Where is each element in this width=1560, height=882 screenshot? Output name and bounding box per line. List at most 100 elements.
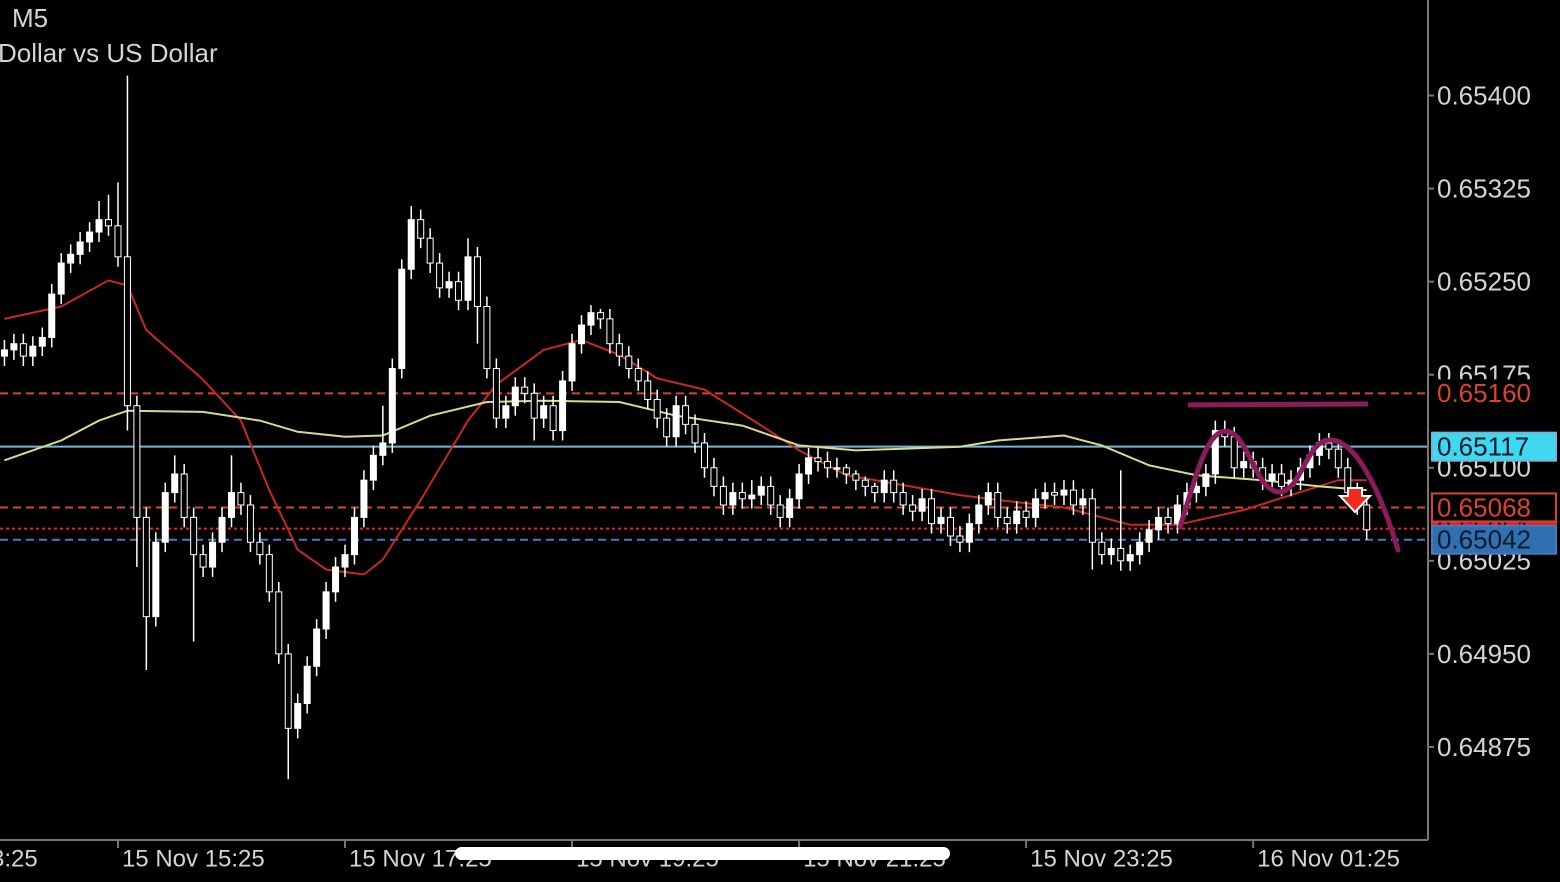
- candle-body: [719, 485, 727, 506]
- candle-body: [1363, 504, 1371, 531]
- candle-body: [937, 516, 945, 525]
- candle-body: [1164, 516, 1172, 525]
- candle-body: [644, 380, 652, 401]
- candle-body: [700, 442, 708, 469]
- candle-body: [190, 516, 198, 556]
- candle-body: [738, 492, 746, 500]
- candle-body: [57, 262, 65, 295]
- candle-body: [10, 343, 18, 351]
- candle-body: [833, 467, 841, 470]
- candle-body: [559, 380, 567, 432]
- price-label: 0.65042: [1437, 525, 1531, 555]
- candle-body: [332, 566, 340, 593]
- candle-body: [38, 336, 46, 347]
- y-tick-label: 0.65325: [1437, 173, 1531, 203]
- candle-body: [1325, 442, 1333, 450]
- candle-body: [284, 653, 292, 729]
- candle-body: [152, 541, 160, 618]
- y-tick-label: 0.64950: [1437, 639, 1531, 669]
- candle-body: [975, 504, 983, 525]
- chart-title: M5: [12, 3, 48, 33]
- candle-body: [691, 423, 699, 444]
- candle-body: [95, 219, 103, 233]
- candle-body: [1240, 461, 1248, 469]
- candle-body: [1041, 492, 1049, 500]
- candle-body: [407, 219, 415, 270]
- candle-body: [1069, 489, 1077, 506]
- candle-body: [852, 473, 860, 481]
- candle-body: [1334, 448, 1342, 469]
- candle-body: [634, 368, 642, 382]
- candle-body: [928, 498, 936, 525]
- candle-body: [918, 498, 926, 512]
- candle-body: [606, 318, 614, 345]
- candle-body: [672, 405, 680, 438]
- candle-body: [473, 256, 481, 307]
- candle-body: [596, 312, 604, 320]
- candle-body: [1278, 473, 1286, 487]
- x-tick-label: 15 Nov 15:25: [122, 845, 265, 872]
- candle-body: [171, 473, 179, 494]
- candle-body: [1079, 498, 1087, 506]
- candle-body: [256, 541, 264, 556]
- sell-arrow: [1337, 487, 1373, 514]
- candle-body: [265, 554, 273, 593]
- candle-body: [540, 405, 548, 419]
- candle-body: [86, 231, 94, 243]
- candle-body: [417, 219, 425, 239]
- candle-body: [748, 494, 756, 500]
- candle-body: [114, 225, 122, 258]
- candle-body: [663, 417, 671, 438]
- candle-body: [237, 492, 245, 506]
- candle-body: [322, 591, 330, 630]
- candle-body: [1098, 541, 1106, 556]
- price-label: 0.65160: [1437, 378, 1531, 408]
- candle-body: [29, 345, 37, 357]
- candle-body: [445, 281, 453, 289]
- candle-body: [398, 268, 406, 370]
- home-indicator: [455, 847, 950, 860]
- candle-body: [1060, 489, 1068, 496]
- candle-body: [464, 256, 472, 301]
- candle-body: [1051, 492, 1059, 496]
- candle-body: [1003, 516, 1011, 525]
- candle-body: [105, 219, 113, 227]
- candle-body: [1173, 504, 1181, 525]
- candle-body: [1107, 547, 1115, 556]
- candle-body: [710, 467, 718, 487]
- candle-body: [294, 703, 302, 729]
- candle-body: [218, 516, 226, 543]
- candle-body: [1013, 510, 1021, 525]
- candle-body: [388, 368, 396, 444]
- candle-body: [1268, 473, 1276, 481]
- candle-body: [227, 492, 235, 518]
- candle-body: [511, 386, 519, 407]
- y-tick-label: 0.65400: [1437, 80, 1531, 110]
- candle-body: [776, 504, 784, 518]
- candle-body: [1211, 430, 1219, 475]
- candle-body: [246, 504, 254, 543]
- candle-body: [1032, 498, 1040, 518]
- candle-body: [682, 405, 690, 425]
- candle-body: [180, 473, 188, 518]
- candle-body: [369, 454, 377, 481]
- price-label: 0.65117: [1437, 432, 1529, 462]
- candle-body: [965, 523, 973, 543]
- x-tick-label: 15 Nov 23:25: [1030, 845, 1173, 872]
- candle-body: [313, 628, 321, 667]
- candle-body: [899, 492, 907, 506]
- candle-body: [350, 516, 358, 556]
- candle-body: [842, 467, 850, 475]
- candle-body: [871, 485, 879, 494]
- candle-body: [133, 405, 141, 518]
- candle-body: [956, 535, 964, 543]
- candle-body: [1145, 529, 1153, 543]
- candle-body: [890, 479, 898, 494]
- candle-body: [823, 461, 831, 469]
- candle-body: [880, 479, 888, 494]
- y-tick-label: 0.65250: [1437, 267, 1531, 297]
- candle-body: [587, 312, 595, 326]
- candle-body: [303, 665, 311, 705]
